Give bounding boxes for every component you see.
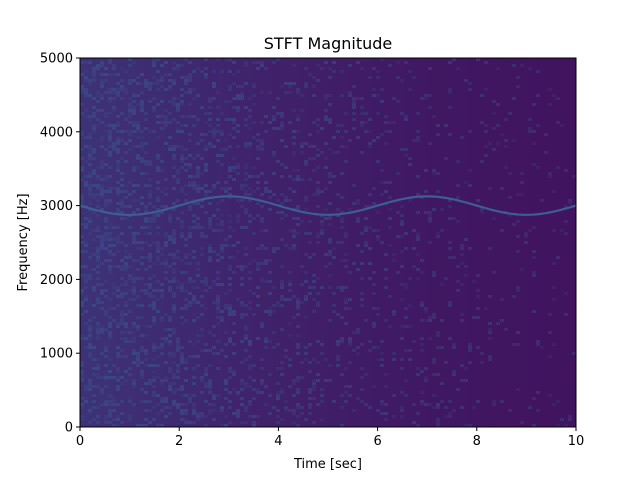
y-axis-label: Frequency [Hz] <box>16 193 31 291</box>
y-tick-label: 3000 <box>40 199 73 214</box>
x-tick-label: 0 <box>76 434 84 449</box>
y-tick-label: 4000 <box>40 125 73 140</box>
y-tick-label: 2000 <box>40 273 73 288</box>
x-tick-label: 4 <box>274 434 282 449</box>
y-tick-label: 5000 <box>40 52 73 67</box>
chart-title: STFT Magnitude <box>264 34 392 53</box>
tone-frequency-curve <box>80 195 576 216</box>
y-tick-label: 0 <box>65 421 73 436</box>
axes-frame <box>79 57 577 428</box>
x-axis-label: Time [sec] <box>293 457 362 472</box>
x-tick-label: 10 <box>568 434 585 449</box>
noise-fade-overlay <box>80 58 576 427</box>
x-tick-label: 2 <box>175 434 183 449</box>
x-tick-label: 6 <box>373 434 381 449</box>
x-tick-label: 8 <box>473 434 481 449</box>
y-tick-label: 1000 <box>40 347 73 362</box>
x-axis-ticks: 0 2 4 6 8 10 <box>76 427 584 449</box>
y-axis-ticks: 0 1000 2000 3000 4000 5000 <box>40 52 80 436</box>
